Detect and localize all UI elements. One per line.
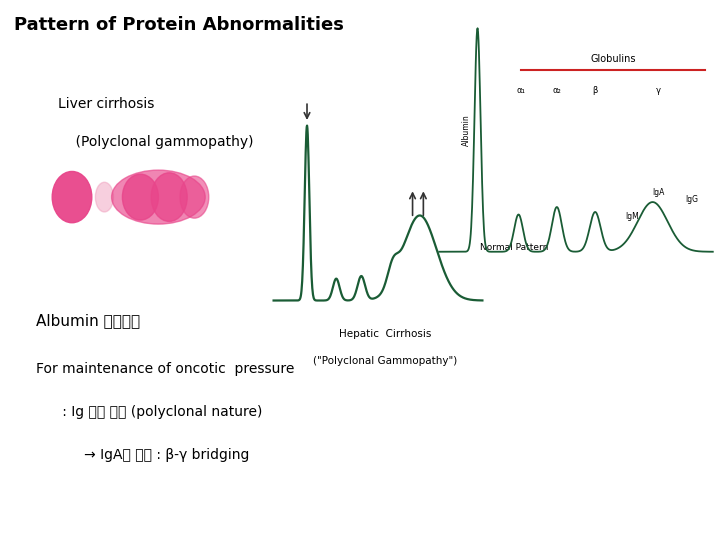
Text: ("Polyclonal Gammopathy"): ("Polyclonal Gammopathy")	[313, 356, 457, 367]
Ellipse shape	[122, 174, 158, 220]
Text: For maintenance of oncotic  pressure: For maintenance of oncotic pressure	[36, 362, 294, 376]
Ellipse shape	[112, 170, 205, 224]
Text: IgM: IgM	[625, 212, 639, 221]
Text: α₂: α₂	[552, 86, 561, 96]
Text: α₁: α₁	[517, 86, 526, 96]
Text: Liver cirrhosis: Liver cirrhosis	[58, 97, 154, 111]
Text: → IgA도 증가 : β-γ bridging: → IgA도 증가 : β-γ bridging	[36, 448, 249, 462]
Text: Albumin: Albumin	[462, 114, 471, 146]
Text: IgG: IgG	[685, 195, 698, 204]
Text: Hepatic  Cirrhosis: Hepatic Cirrhosis	[339, 329, 431, 340]
Ellipse shape	[53, 172, 92, 222]
Ellipse shape	[180, 176, 209, 218]
Ellipse shape	[95, 183, 114, 212]
Text: (Polyclonal gammopathy): (Polyclonal gammopathy)	[58, 135, 253, 149]
Ellipse shape	[151, 173, 187, 221]
Text: β: β	[593, 86, 598, 96]
Text: : Ig 생산 증가 (polyclonal nature): : Ig 생산 증가 (polyclonal nature)	[36, 405, 262, 419]
Text: γ: γ	[656, 86, 660, 96]
Text: Pattern of Protein Abnormalities: Pattern of Protein Abnormalities	[14, 16, 344, 34]
Text: Normal Pattern: Normal Pattern	[480, 243, 549, 252]
Text: Globulins: Globulins	[590, 54, 636, 64]
Text: Albumin 생산감소: Albumin 생산감소	[36, 313, 140, 328]
Text: IgA: IgA	[652, 187, 665, 197]
